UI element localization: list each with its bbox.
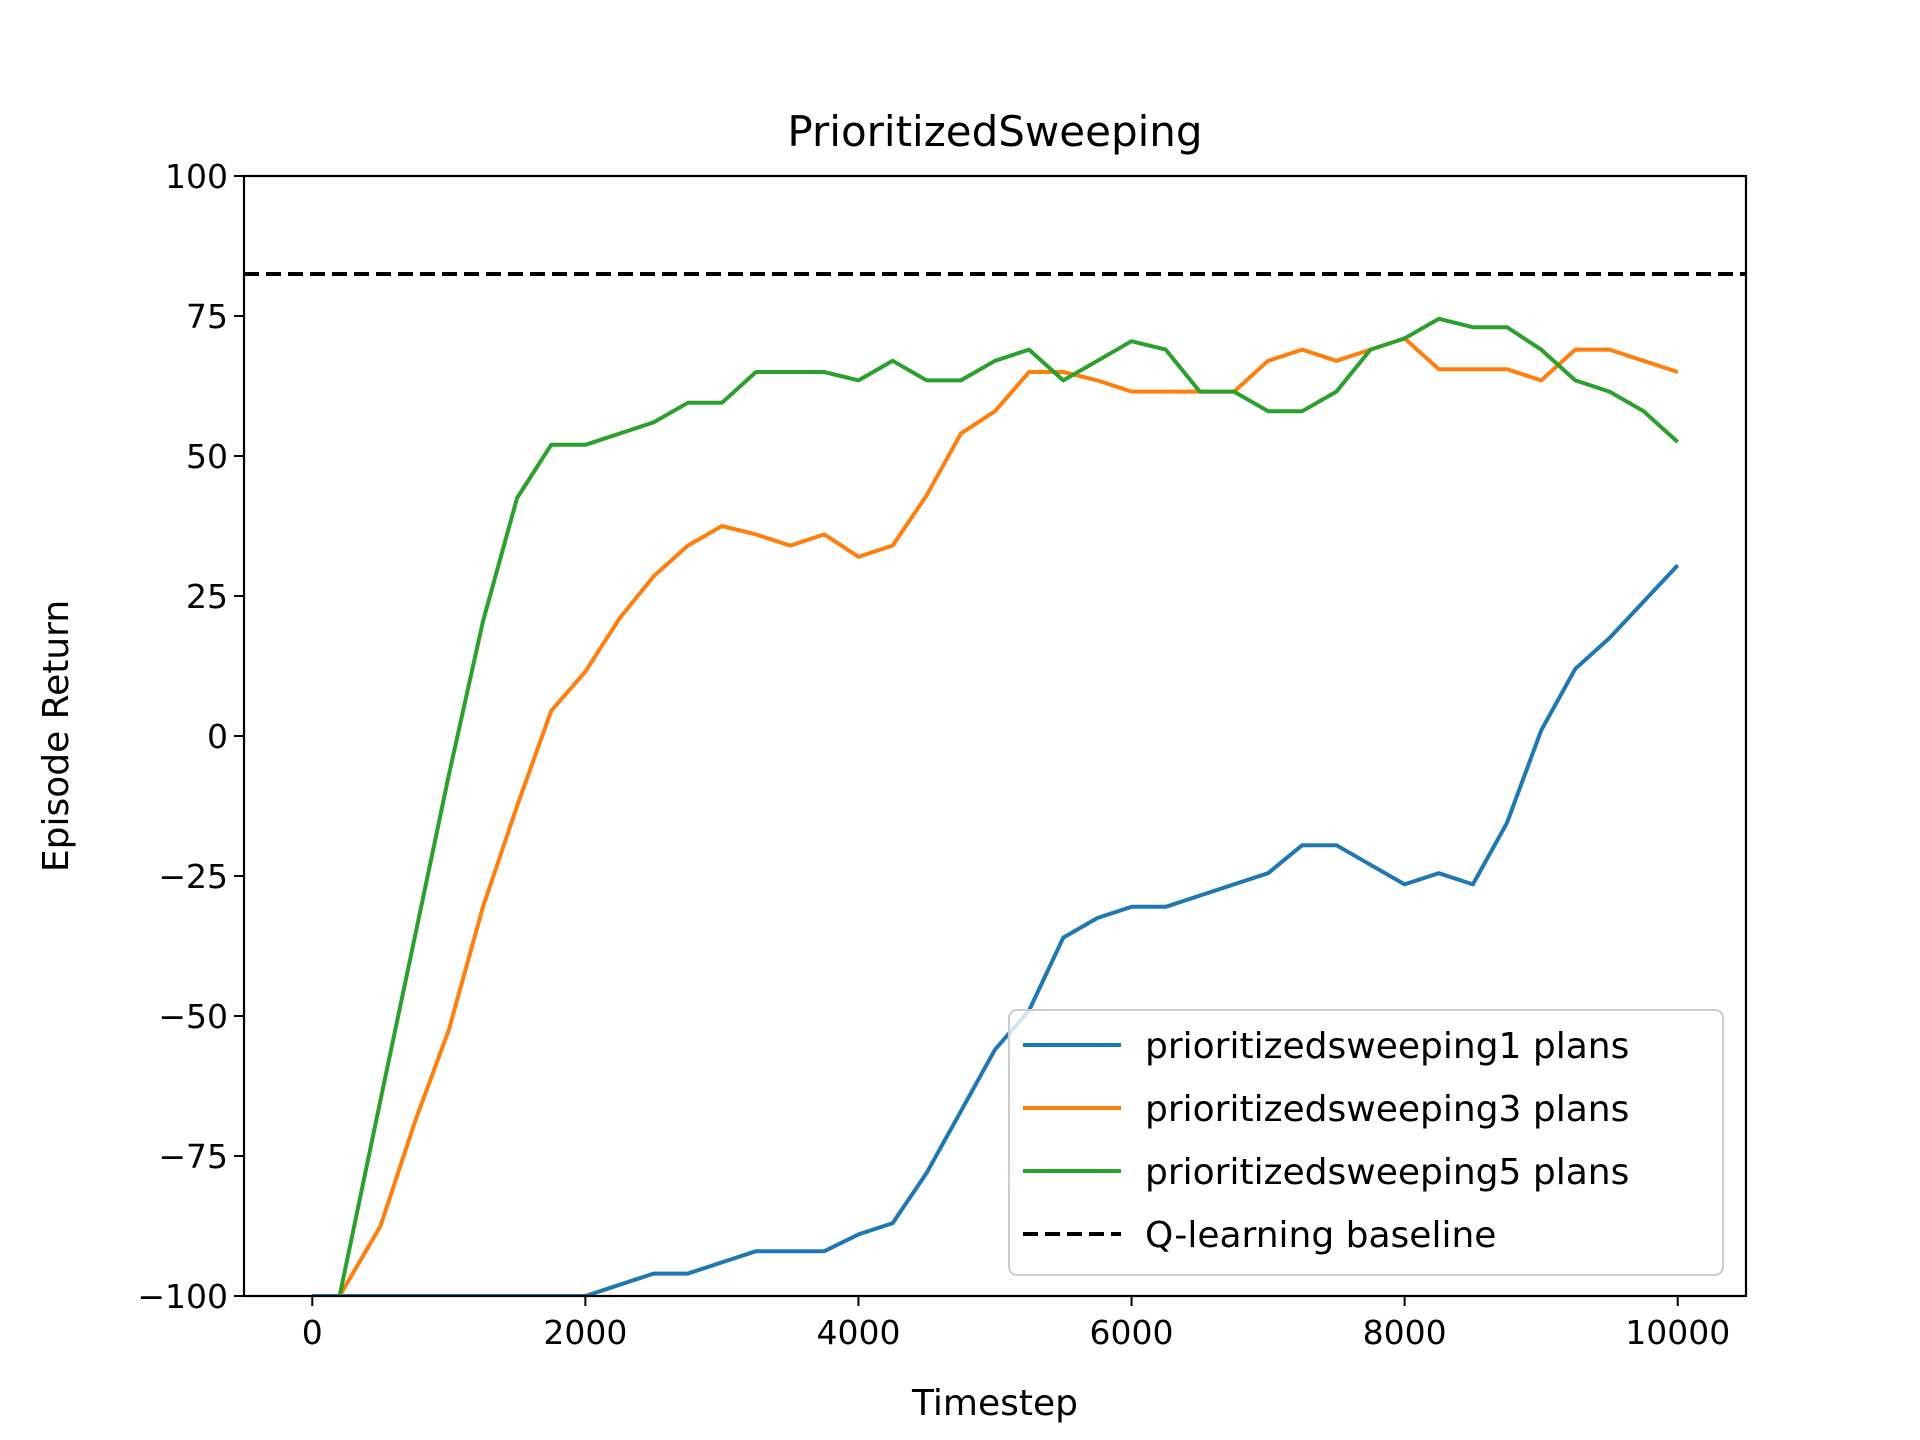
y-tick-label: −100 bbox=[137, 1277, 228, 1316]
y-tick-label: 75 bbox=[186, 297, 228, 336]
y-tick-label: −25 bbox=[158, 857, 228, 896]
y-axis-label: Episode Return bbox=[36, 600, 77, 872]
x-tick-label: 8000 bbox=[1363, 1313, 1447, 1352]
legend-label: prioritizedsweeping1 plans bbox=[1145, 1026, 1629, 1067]
x-axis-ticks: 0 2000 4000 6000 8000 10000 bbox=[302, 1296, 1730, 1352]
series-line-prioritizedsweeping5-plans bbox=[337, 316, 1680, 1296]
series-layer bbox=[244, 272, 1746, 1296]
x-tick-label: 0 bbox=[302, 1313, 323, 1352]
y-tick-label: 25 bbox=[186, 577, 228, 616]
y-tick-label: −75 bbox=[158, 1137, 228, 1176]
series-line-prioritizedsweeping3-plans bbox=[337, 336, 1679, 1296]
series-line-prioritizedsweeping1-plans bbox=[312, 563, 1680, 1296]
legend-label: prioritizedsweeping5 plans bbox=[1145, 1152, 1629, 1193]
y-tick-label: 50 bbox=[186, 437, 228, 476]
x-tick-label: 4000 bbox=[816, 1313, 900, 1352]
y-tick-label: 100 bbox=[165, 157, 228, 196]
y-tick-label: −50 bbox=[158, 997, 228, 1036]
legend-box bbox=[1008, 1009, 1724, 1276]
x-tick-label: 2000 bbox=[543, 1313, 627, 1352]
y-tick-label: 0 bbox=[207, 717, 228, 756]
x-tick-label: 6000 bbox=[1090, 1313, 1174, 1352]
x-tick-label: 10000 bbox=[1625, 1313, 1730, 1352]
chart-title: PrioritizedSweeping bbox=[787, 107, 1202, 156]
legend-label: Q-learning baseline bbox=[1145, 1215, 1496, 1256]
legend: prioritizedsweeping1 plans prioritizedswe… bbox=[1008, 1009, 1724, 1276]
legend-label: prioritizedsweeping3 plans bbox=[1145, 1089, 1629, 1130]
x-axis-label: Timestep bbox=[911, 1383, 1078, 1424]
y-axis-ticks: −100 −75 −50 −25 0 25 50 75 100 bbox=[137, 157, 244, 1316]
